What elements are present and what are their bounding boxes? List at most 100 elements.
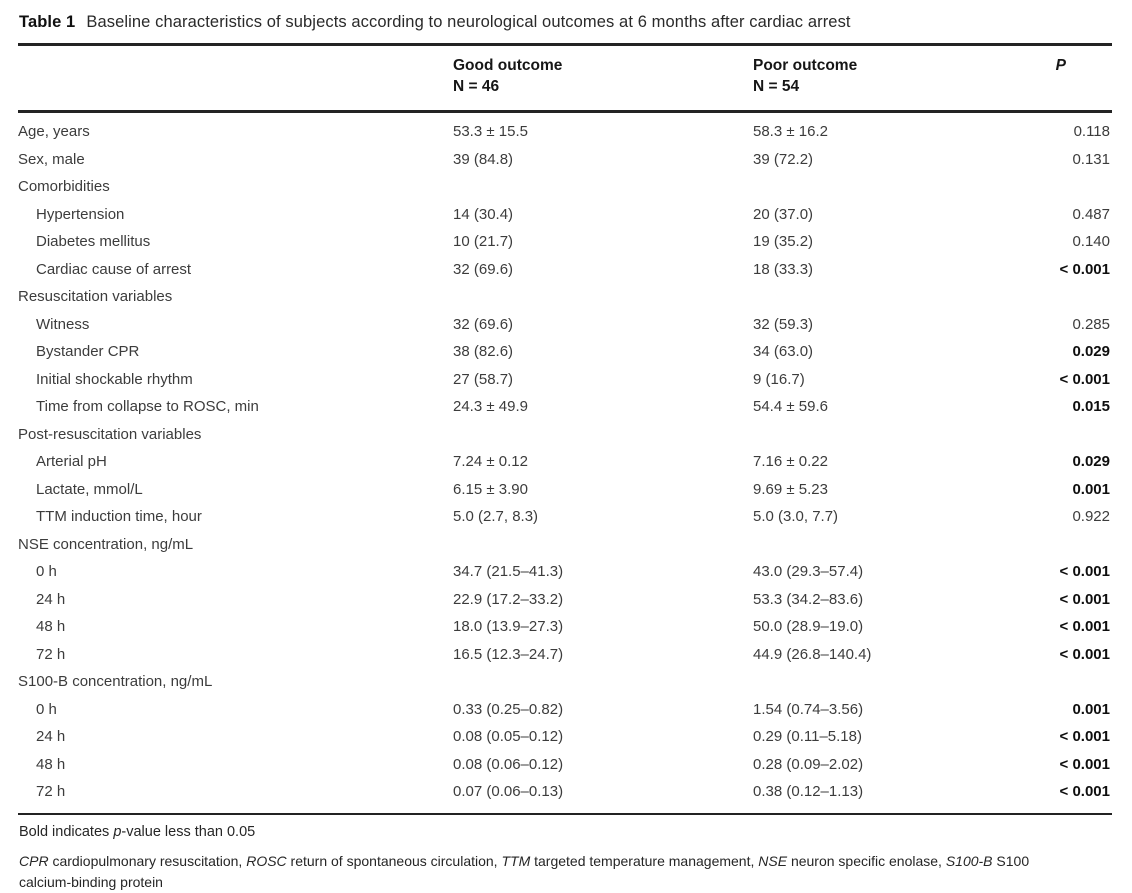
footnote-text: targeted temperature management, xyxy=(530,852,759,869)
good-outcome-value: 53.3 ± 15.5 xyxy=(453,123,528,141)
header-poor-outcome-line1: Poor outcome xyxy=(753,57,858,74)
good-outcome-value: 16.5 (12.3–24.7) xyxy=(453,645,564,663)
good-outcome-value: 10 (21.7) xyxy=(453,233,514,251)
row-label: Lactate, mmol/L xyxy=(36,480,143,498)
good-outcome-value: 32 (69.6) xyxy=(453,315,514,333)
p-value: 0.001 xyxy=(1072,700,1110,718)
p-value: < 0.001 xyxy=(1059,260,1110,278)
poor-outcome-value: 0.38 (0.12–1.13) xyxy=(753,783,864,801)
p-value: < 0.001 xyxy=(1059,618,1110,636)
good-outcome-value: 14 (30.4) xyxy=(453,205,514,223)
row-label: Bystander CPR xyxy=(36,343,140,361)
poor-outcome-value: 54.4 ± 59.6 xyxy=(753,398,828,416)
row-label: NSE concentration, ng/mL xyxy=(18,535,194,553)
p-value: 0.029 xyxy=(1072,343,1110,361)
header-poor-outcome-n: N = 54 xyxy=(753,78,800,95)
abbreviation-term: p xyxy=(113,823,122,840)
good-outcome-value: 22.9 (17.2–33.2) xyxy=(453,590,564,608)
header-p-value: P xyxy=(1055,57,1066,74)
table-row: Time from collapse to ROSC, min 24.3 ± 49… xyxy=(18,393,1112,421)
p-value: < 0.001 xyxy=(1059,645,1110,663)
abbreviation-term: TTM xyxy=(501,852,531,869)
table-caption: Baseline characteristics of subjects acc… xyxy=(86,13,851,31)
row-label: Time from collapse to ROSC, min xyxy=(36,398,259,416)
poor-outcome-value: 0.29 (0.11–5.18) xyxy=(753,728,862,746)
table-number-label: Table 1 xyxy=(19,13,76,31)
table-row: Arterial pH 7.24 ± 0.12 7.16 ± 0.22 0.029 xyxy=(18,448,1112,476)
table-row: Lactate, mmol/L 6.15 ± 3.90 9.69 ± 5.23 0.0… xyxy=(18,476,1112,504)
p-value: < 0.001 xyxy=(1059,370,1110,388)
p-value: 0.922 xyxy=(1072,508,1110,526)
poor-outcome-value: 0.28 (0.09–2.02) xyxy=(753,755,864,773)
good-outcome-value: 0.08 (0.06–0.12) xyxy=(453,755,564,773)
p-value: 0.015 xyxy=(1072,398,1110,416)
table-row: Sex, male 39 (84.8) 39 (72.2) 0.131 xyxy=(18,146,1112,174)
good-outcome-value: 32 (69.6) xyxy=(453,260,514,278)
table-row: 48 h 18.0 (13.9–27.3) 50.0 (28.9–19.0) < 0.… xyxy=(18,613,1112,641)
footnote-text: Bold indicates xyxy=(19,823,114,840)
header-rule xyxy=(18,110,1112,113)
p-value: 0.001 xyxy=(1072,480,1110,498)
abbreviation-term: ROSC xyxy=(246,852,287,869)
row-label: Witness xyxy=(36,315,90,333)
good-outcome-value: 27 (58.7) xyxy=(453,370,514,388)
good-outcome-value: 24.3 ± 49.9 xyxy=(453,398,528,416)
table-row: Hypertension 14 (30.4) 20 (37.0) 0.487 xyxy=(18,201,1112,229)
section-row: NSE concentration, ng/mL xyxy=(18,531,1112,559)
table-row: 0 h 0.33 (0.25–0.82) 1.54 (0.74–3.56) 0.001 xyxy=(18,696,1112,724)
abbreviation-term: S100-B xyxy=(945,852,993,869)
row-label: 24 h xyxy=(36,728,66,746)
row-label: 24 h xyxy=(36,590,66,608)
table-row: Bystander CPR 38 (82.6) 34 (63.0) 0.029 xyxy=(18,338,1112,366)
table-footnotes: Bold indicates p-value less than 0.05 CP… xyxy=(18,815,1112,893)
good-outcome-value: 18.0 (13.9–27.3) xyxy=(453,618,564,636)
abbreviation-term: NSE xyxy=(758,852,788,869)
row-label: 72 h xyxy=(36,645,66,663)
good-outcome-value: 38 (82.6) xyxy=(453,343,514,361)
p-value: 0.140 xyxy=(1072,233,1110,251)
p-value: < 0.001 xyxy=(1059,783,1110,801)
good-outcome-value: 0.07 (0.06–0.13) xyxy=(453,783,564,801)
poor-outcome-value: 18 (33.3) xyxy=(753,260,814,278)
row-label: Cardiac cause of arrest xyxy=(36,260,192,278)
header-poor-outcome: Poor outcome N = 54 xyxy=(753,55,1038,97)
good-outcome-value: 5.0 (2.7, 8.3) xyxy=(453,508,539,526)
header-good-outcome-n: N = 46 xyxy=(453,78,500,95)
poor-outcome-value: 19 (35.2) xyxy=(753,233,814,251)
table-row: Cardiac cause of arrest 32 (69.6) 18 (33.3… xyxy=(18,256,1112,284)
row-label: Post-resuscitation variables xyxy=(18,425,202,443)
table-row: 72 h 0.07 (0.06–0.13) 0.38 (0.12–1.13) < 0.… xyxy=(18,778,1112,806)
p-value: 0.118 xyxy=(1073,123,1110,141)
row-label: 0 h xyxy=(36,700,57,718)
abbreviation-term: CPR xyxy=(19,852,49,869)
good-outcome-value: 39 (84.8) xyxy=(453,150,514,168)
poor-outcome-value: 43.0 (29.3–57.4) xyxy=(753,563,864,581)
table-row: 24 h 0.08 (0.05–0.12) 0.29 (0.11–5.18) < 0.… xyxy=(18,723,1112,751)
row-label: Hypertension xyxy=(36,205,125,223)
poor-outcome-value: 53.3 (34.2–83.6) xyxy=(753,590,864,608)
header-good-outcome-line1: Good outcome xyxy=(453,57,563,74)
poor-outcome-value: 32 (59.3) xyxy=(753,315,814,333)
p-value: < 0.001 xyxy=(1059,563,1110,581)
table-row: Diabetes mellitus 10 (21.7) 19 (35.2) 0.140 xyxy=(18,228,1112,256)
table-body: Age, years 53.3 ± 15.5 58.3 ± 16.2 0.118 Sex… xyxy=(18,113,1112,813)
table-row: Witness 32 (69.6) 32 (59.3) 0.285 xyxy=(18,311,1112,339)
footnote-text: -value less than 0.05 xyxy=(121,823,256,840)
table-row: 48 h 0.08 (0.06–0.12) 0.28 (0.09–2.02) < 0.… xyxy=(18,751,1112,779)
table-row: Age, years 53.3 ± 15.5 58.3 ± 16.2 0.118 xyxy=(18,118,1112,146)
poor-outcome-value: 34 (63.0) xyxy=(753,343,814,361)
good-outcome-value: 7.24 ± 0.12 xyxy=(453,453,528,471)
table-header-row: Good outcome N = 46 Poor outcome N = 54 … xyxy=(18,46,1112,110)
poor-outcome-value: 20 (37.0) xyxy=(753,205,814,223)
good-outcome-value: 0.33 (0.25–0.82) xyxy=(453,700,564,718)
p-value: 0.285 xyxy=(1072,315,1110,333)
p-value: 0.029 xyxy=(1072,453,1110,471)
poor-outcome-value: 7.16 ± 0.22 xyxy=(753,453,828,471)
table-row: 24 h 22.9 (17.2–33.2) 53.3 (34.2–83.6) < 0.… xyxy=(18,586,1112,614)
bottom-rule xyxy=(18,812,1112,815)
poor-outcome-value: 5.0 (3.0, 7.7) xyxy=(753,508,839,526)
p-value: 0.131 xyxy=(1072,150,1110,168)
poor-outcome-value: 1.54 (0.74–3.56) xyxy=(753,700,864,718)
top-rule xyxy=(18,43,1112,46)
